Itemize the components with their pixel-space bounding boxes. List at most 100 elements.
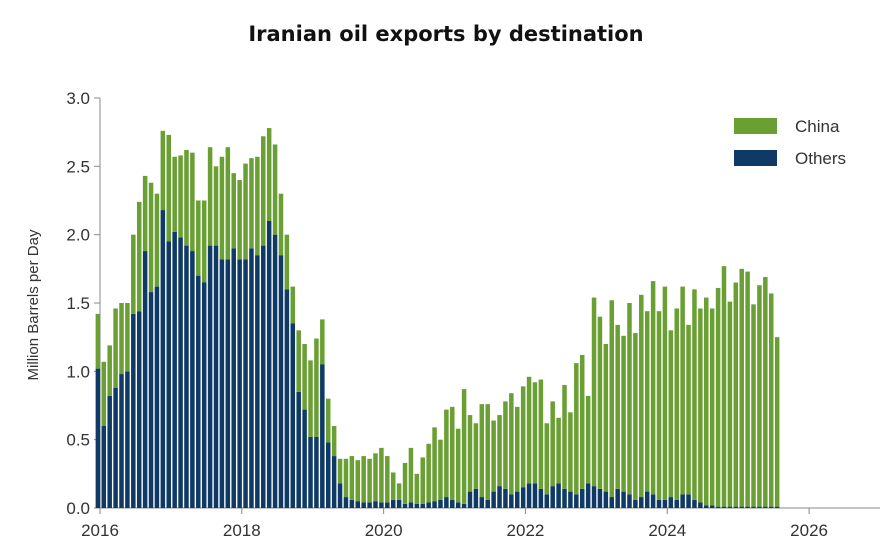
bar-others [680,494,685,508]
bar-others [125,371,130,508]
bar-others [591,486,597,508]
bar-china [231,173,236,249]
bar-china [95,313,101,369]
bar-others [514,491,520,508]
bar-china [337,458,343,484]
bar-china [308,360,313,437]
bar-others [751,506,756,508]
bar-others [621,491,626,508]
bar-others [674,499,679,508]
bar-others [721,506,727,508]
bar-others [450,499,455,508]
bar-china [621,335,626,492]
bar-china [136,201,142,312]
bar-china [650,281,656,495]
bar-china [709,308,715,506]
bar-china [284,234,290,290]
bar-others [296,391,301,508]
bar-others [733,506,739,508]
x-tick-label: 2016 [81,521,119,540]
bar-china [420,457,425,504]
bar-china [450,406,455,500]
bar-others [266,221,272,508]
bar-china [367,458,372,503]
bar-others [438,499,443,508]
bar-china [196,200,201,276]
bar-others [467,491,473,508]
bar-china [444,409,449,498]
bar-others [692,499,697,508]
bar-others [639,497,644,508]
bar-china [219,156,225,260]
bar-others [609,497,615,508]
bar-others [420,503,425,508]
bar-china [278,193,284,256]
bar-china [402,462,408,504]
bar-others [698,502,703,508]
bar-china [349,456,355,500]
bar-others [160,210,166,509]
bar-others [325,442,331,508]
bar-others [278,255,284,508]
bar-china [485,404,490,500]
bar-china [331,426,337,457]
bar-china [255,156,260,256]
bar-china [166,134,172,242]
bar-china [101,361,107,426]
bar-china [698,308,703,503]
bar-others [379,502,384,508]
bar-china [727,301,733,507]
bars [95,128,780,509]
legend-swatch-china [734,118,777,134]
bar-china [562,385,567,489]
bar-china [479,404,485,498]
bar-others [568,491,573,508]
bar-others [408,502,414,508]
bar-china [721,266,727,507]
bar-others [213,245,219,508]
bar-others [727,506,733,508]
bar-others [349,499,355,508]
bar-others [585,483,591,508]
bar-china [715,287,721,507]
bar-china [768,293,774,507]
bar-china [591,297,597,487]
bar-china [639,294,644,498]
bar-others [95,368,101,508]
bar-others [532,483,538,508]
bar-others [603,491,609,508]
bar-others [473,488,479,508]
bar-china [325,398,331,443]
y-tick-label: 2.0 [66,226,90,245]
bar-china [131,234,136,314]
bar-others [231,248,236,509]
bar-china [461,389,467,504]
bar-others [650,494,656,508]
bar-china [633,333,638,500]
bar-china [213,166,219,246]
bar-china [320,319,325,365]
bar-china [426,443,431,503]
bar-others [509,494,514,508]
bar-china [467,415,473,492]
bar-others [739,506,744,508]
bar-others [331,456,337,508]
bar-others [402,503,408,508]
bar-others [633,499,638,508]
bar-others [237,259,242,508]
bar-others [119,374,124,508]
bar-others [550,486,555,508]
bar-china [615,324,620,489]
bar-others [656,499,662,508]
bar-others [107,395,112,508]
bar-china [491,420,496,492]
bar-china [609,300,615,498]
bar-others [491,491,496,508]
bar-others [337,483,343,508]
bar-others [172,231,177,508]
bar-others [503,488,508,508]
bar-others [284,289,290,508]
bar-others [184,245,189,508]
bar-others [538,488,544,508]
